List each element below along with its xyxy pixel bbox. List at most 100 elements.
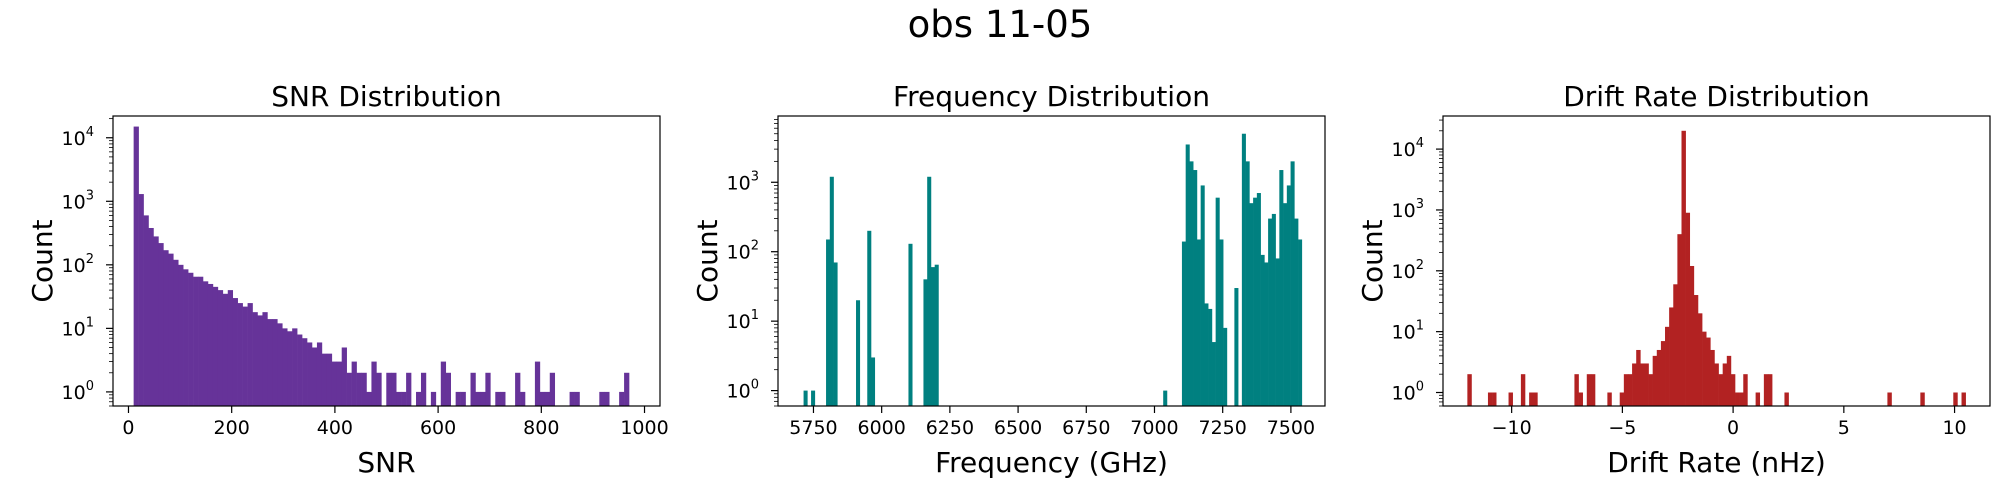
histogram-bar (1529, 392, 1534, 406)
histogram-bar (183, 269, 189, 406)
y-tick-label: 102 (1392, 258, 1424, 283)
histogram-bar (500, 391, 506, 406)
histogram-bar (455, 391, 461, 406)
histogram-bar (138, 194, 144, 406)
histogram-bar (1640, 363, 1645, 406)
histogram-bar (1219, 239, 1224, 406)
histogram-bar (356, 372, 362, 406)
histogram-bar (1697, 313, 1703, 406)
x-tick-label: 6500 (994, 417, 1042, 439)
histogram-bar (1714, 363, 1719, 406)
histogram-bar (470, 372, 476, 406)
histogram-bar (1245, 161, 1250, 406)
histogram-bar (232, 298, 238, 406)
histogram-bar (923, 279, 928, 406)
histogram-bar (485, 372, 491, 406)
histogram-bar (1487, 392, 1493, 406)
histogram-bar (307, 342, 313, 406)
histogram-bar (1669, 307, 1674, 406)
chart-panel-0: 0 200 400 600 800 1000 100 101 102 103 104 SNR Dist… (26, 80, 669, 479)
histogram-bar (1223, 327, 1228, 406)
histogram-bar (257, 315, 263, 406)
histogram-bar (386, 372, 392, 406)
histogram-bar (1520, 374, 1526, 406)
histogram-bar (272, 319, 278, 406)
histogram-bar (430, 391, 437, 406)
histogram-bar (1294, 218, 1299, 406)
histogram-bar (168, 253, 174, 406)
histogram-bar (1636, 349, 1641, 406)
histogram-bar (1586, 374, 1592, 406)
histogram-bar (1234, 288, 1239, 406)
histogram-bar (1185, 144, 1190, 407)
y-tick-label: 102 (62, 252, 94, 277)
histogram-bar (619, 391, 625, 406)
histogram-bar (252, 312, 258, 406)
histogram-bar (1743, 374, 1748, 406)
panel-title: Frequency Distribution (893, 80, 1210, 113)
histogram-bar (277, 323, 283, 406)
histogram-bar (237, 303, 243, 406)
histogram-bar (371, 361, 377, 406)
histogram-bar (539, 391, 546, 406)
histogram-bar (212, 286, 219, 406)
histogram-bar (351, 361, 357, 406)
x-tick-label: 5 (1838, 417, 1850, 439)
histogram-bar (1673, 284, 1678, 406)
histogram-bar (927, 176, 932, 406)
histogram-bar (544, 391, 551, 406)
histogram-bar (198, 276, 204, 406)
histogram-bar (1256, 193, 1261, 406)
histogram-bar (416, 391, 422, 406)
histogram-bar (1290, 161, 1295, 406)
histogram-bar (297, 334, 303, 406)
histogram-bar (222, 293, 229, 406)
histogram-bar (440, 361, 447, 406)
histogram-bar (376, 372, 382, 406)
x-axis-label: Frequency (GHz) (935, 446, 1168, 479)
histogram-bar (833, 262, 838, 406)
y-tick-label: 100 (1392, 380, 1424, 405)
histogram-bar (1887, 392, 1892, 406)
histogram-bar (1607, 392, 1612, 406)
histogram-bar (871, 357, 876, 406)
histogram-bar (401, 391, 407, 406)
histogram-bar (1260, 254, 1265, 406)
y-tick-label: 103 (727, 169, 759, 194)
histogram-bar (1648, 374, 1653, 406)
histogram-bar (1241, 133, 1246, 407)
histogram-bar (1574, 374, 1579, 406)
y-tick-label: 102 (727, 239, 759, 264)
histogram-bar (178, 264, 184, 406)
x-tick-label: 1000 (620, 417, 668, 439)
histogram-bar (1211, 342, 1216, 406)
histogram-bar (217, 290, 224, 406)
histogram-bar (143, 215, 149, 406)
histogram-bar (1181, 241, 1186, 406)
histogram-bar (1253, 197, 1258, 406)
histogram-bar (341, 347, 347, 406)
histogram-bar (811, 390, 816, 406)
x-tick-label: −5 (1608, 417, 1636, 439)
histogram-bar (1283, 203, 1288, 406)
histogram-bar (153, 236, 159, 406)
y-tick-label: 101 (727, 308, 759, 333)
histogram-bar (1189, 161, 1194, 406)
histogram-bar (1718, 374, 1723, 406)
histogram-bar (346, 372, 352, 406)
y-tick-label: 103 (62, 188, 94, 213)
x-tick-label: 7500 (1267, 417, 1315, 439)
histogram-bar (336, 361, 342, 406)
histogram-bar (1693, 295, 1699, 406)
histogram-bar (1735, 392, 1740, 406)
histogram-bar (480, 391, 486, 406)
x-tick-label: −10 (1492, 417, 1532, 439)
histogram-bar (148, 227, 154, 406)
histogram-bar (361, 372, 367, 406)
x-tick-label: 800 (523, 417, 559, 439)
histogram-bar (1286, 185, 1291, 406)
histogram-bar (867, 230, 872, 406)
histogram-bar (1920, 392, 1925, 406)
histogram-bar (1632, 363, 1637, 406)
x-axis-label: Drift Rate (nHz) (1607, 446, 1826, 479)
